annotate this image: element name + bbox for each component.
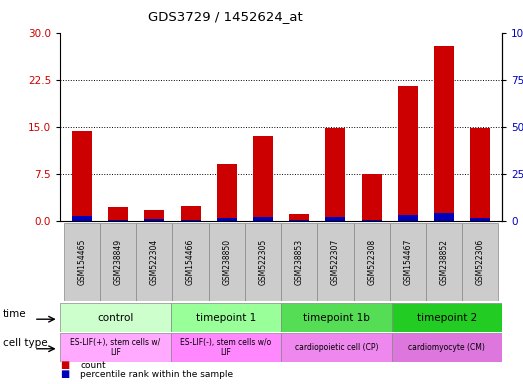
Bar — [281, 303, 392, 332]
Bar — [253, 136, 273, 221]
Bar — [209, 223, 245, 301]
Text: GSM154465: GSM154465 — [77, 239, 86, 285]
Bar — [72, 216, 92, 221]
Bar — [108, 207, 128, 221]
Text: GSM238849: GSM238849 — [113, 239, 122, 285]
Bar — [462, 223, 498, 301]
Text: GSM522307: GSM522307 — [331, 239, 340, 285]
Bar — [398, 86, 418, 221]
Bar — [180, 206, 200, 221]
Bar — [64, 223, 100, 301]
Text: GSM522306: GSM522306 — [476, 239, 485, 285]
Bar — [253, 217, 273, 221]
Text: ■: ■ — [60, 369, 70, 379]
Bar — [325, 128, 345, 221]
Bar — [392, 333, 502, 362]
Bar — [362, 174, 382, 221]
Text: GSM238852: GSM238852 — [440, 239, 449, 285]
Text: GSM522305: GSM522305 — [258, 239, 267, 285]
Text: GSM522304: GSM522304 — [150, 239, 159, 285]
Bar — [217, 164, 237, 221]
Bar — [180, 220, 200, 221]
Text: count: count — [80, 361, 106, 370]
Text: GSM522308: GSM522308 — [367, 239, 376, 285]
Text: ES-LIF(+), stem cells w/
LIF: ES-LIF(+), stem cells w/ LIF — [70, 338, 161, 357]
Bar — [325, 217, 345, 221]
Text: ES-LIF(-), stem cells w/o
LIF: ES-LIF(-), stem cells w/o LIF — [180, 338, 271, 357]
Text: control: control — [97, 313, 133, 323]
Bar — [60, 303, 170, 332]
Bar — [426, 223, 462, 301]
Bar — [144, 210, 164, 221]
Text: cell type: cell type — [3, 338, 47, 349]
Text: timepoint 2: timepoint 2 — [417, 313, 477, 323]
Text: percentile rank within the sample: percentile rank within the sample — [80, 370, 233, 379]
Bar — [217, 218, 237, 221]
Bar — [434, 46, 454, 221]
Bar — [108, 220, 128, 221]
Text: GSM154467: GSM154467 — [403, 239, 413, 285]
Bar — [392, 303, 502, 332]
Bar — [173, 223, 209, 301]
Bar — [245, 223, 281, 301]
Bar — [281, 223, 317, 301]
Bar — [398, 215, 418, 221]
Bar — [362, 220, 382, 221]
Bar — [170, 333, 281, 362]
Bar — [144, 219, 164, 221]
Bar — [281, 333, 392, 362]
Bar — [317, 223, 354, 301]
Bar — [72, 131, 92, 221]
Bar — [136, 223, 173, 301]
Text: GSM238853: GSM238853 — [295, 239, 304, 285]
Text: cardiopoietic cell (CP): cardiopoietic cell (CP) — [294, 343, 378, 352]
Bar — [470, 218, 490, 221]
Bar — [60, 333, 170, 362]
Text: timepoint 1b: timepoint 1b — [303, 313, 370, 323]
Bar — [170, 303, 281, 332]
Bar — [390, 223, 426, 301]
Text: GDS3729 / 1452624_at: GDS3729 / 1452624_at — [147, 10, 302, 23]
Bar — [354, 223, 390, 301]
Bar — [470, 128, 490, 221]
Text: GSM238850: GSM238850 — [222, 239, 231, 285]
Text: timepoint 1: timepoint 1 — [196, 313, 256, 323]
Text: GSM154466: GSM154466 — [186, 239, 195, 285]
Bar — [100, 223, 136, 301]
Text: time: time — [3, 309, 26, 319]
Text: ■: ■ — [60, 360, 70, 370]
Bar — [434, 213, 454, 221]
Text: cardiomyocyte (CM): cardiomyocyte (CM) — [408, 343, 485, 352]
Bar — [289, 214, 309, 221]
